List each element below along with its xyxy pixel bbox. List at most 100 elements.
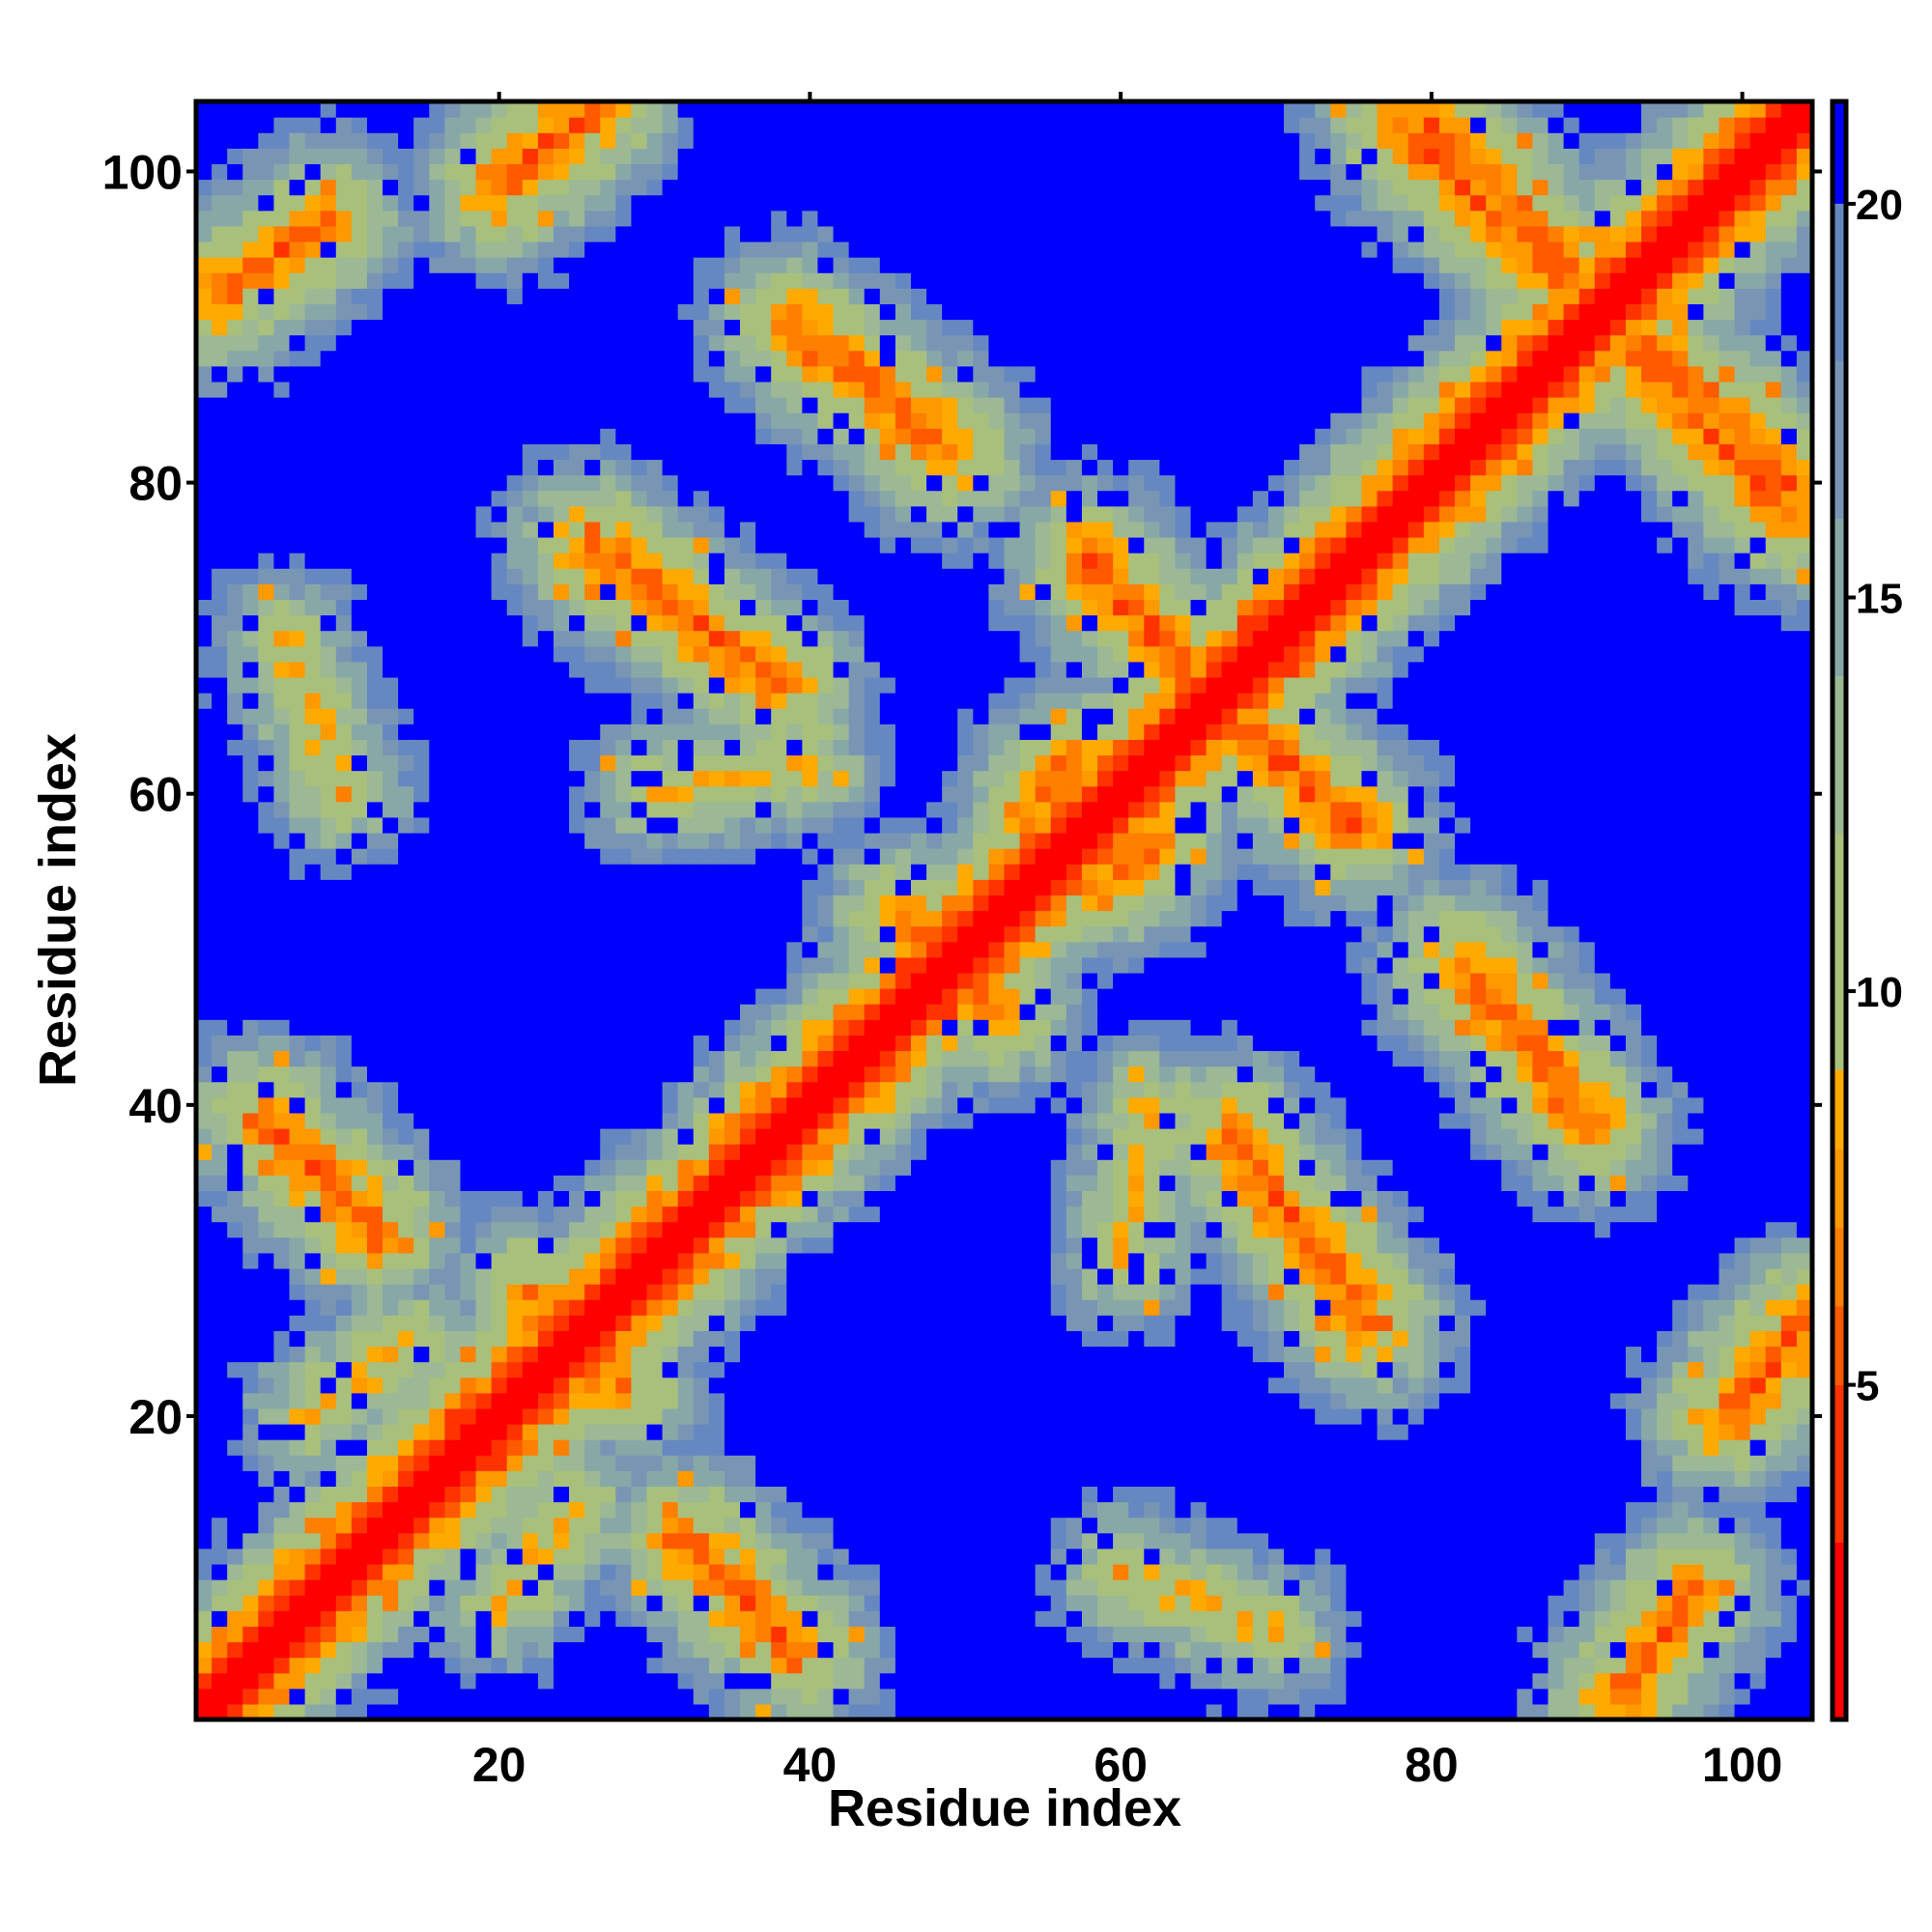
heatmap-cell <box>910 536 927 554</box>
heatmap-cell <box>212 1703 228 1720</box>
heatmap-cell <box>708 583 725 600</box>
heatmap-cell <box>537 801 554 818</box>
heatmap-cell <box>755 1236 772 1254</box>
heatmap-cell <box>258 1610 275 1627</box>
heatmap-cell <box>537 754 554 772</box>
heatmap-cell <box>895 1065 912 1083</box>
heatmap-cell <box>926 1392 943 1409</box>
heatmap-cell <box>895 536 912 554</box>
heatmap-cell <box>584 1035 601 1052</box>
heatmap-cell <box>491 1267 508 1285</box>
heatmap-cell <box>646 1672 664 1690</box>
heatmap-cell <box>910 1455 927 1471</box>
heatmap-cell <box>662 630 679 647</box>
heatmap-cell <box>771 785 787 803</box>
heatmap-cell <box>553 210 570 227</box>
heatmap-cell <box>506 1330 524 1348</box>
heatmap-cell <box>398 1439 414 1456</box>
heatmap-cell <box>335 785 353 803</box>
heatmap-cell <box>413 895 430 912</box>
heatmap-cell <box>258 599 275 616</box>
heatmap-cell <box>289 553 306 569</box>
heatmap-cell <box>335 1501 353 1519</box>
heatmap-cell <box>196 1236 213 1254</box>
heatmap-cell <box>848 1470 866 1488</box>
heatmap-cell <box>848 832 866 849</box>
heatmap-cell <box>460 972 477 989</box>
heatmap-cell <box>242 365 259 383</box>
heatmap-cell <box>615 210 633 227</box>
heatmap-cell <box>335 365 353 383</box>
heatmap-cell <box>864 693 881 709</box>
heatmap-cell <box>926 1065 943 1083</box>
heatmap-cell <box>366 1190 384 1208</box>
heatmap-cell <box>926 303 943 321</box>
heatmap-cell <box>662 148 679 165</box>
heatmap-cell <box>708 1190 725 1208</box>
heatmap-cell <box>537 288 554 304</box>
heatmap-cell <box>444 1392 462 1409</box>
heatmap-cell <box>366 505 384 523</box>
heatmap-cell <box>786 1501 803 1519</box>
heatmap-cell <box>569 1657 585 1674</box>
heatmap-cell <box>708 676 725 694</box>
heatmap-cell <box>429 1096 445 1114</box>
heatmap-cell <box>584 1144 601 1160</box>
heatmap-cell <box>600 614 616 632</box>
heatmap-cell <box>631 490 648 507</box>
heatmap-cell <box>351 1252 368 1269</box>
heatmap-cell <box>569 1470 585 1488</box>
heatmap-cell <box>910 132 927 149</box>
heatmap-cell <box>646 163 664 181</box>
heatmap-cell <box>491 1579 508 1596</box>
heatmap-cell <box>383 521 399 538</box>
heatmap-cell <box>600 988 616 1005</box>
heatmap-cell <box>910 381 927 398</box>
heatmap-cell <box>258 1096 275 1114</box>
heatmap-cell <box>398 848 414 865</box>
heatmap-cell <box>475 1548 493 1565</box>
heatmap-cell <box>506 785 524 803</box>
heatmap-cell <box>196 288 213 304</box>
heatmap-cell <box>755 988 772 1005</box>
heatmap-cell <box>351 1532 368 1549</box>
heatmap-cell <box>413 241 430 258</box>
heatmap-cell <box>786 1050 803 1067</box>
heatmap-cell <box>320 459 337 476</box>
heatmap-cell <box>926 179 943 196</box>
heatmap-cell <box>242 1035 259 1052</box>
heatmap-cell <box>413 1175 430 1192</box>
heatmap-cell <box>662 1703 679 1720</box>
heatmap-cell <box>460 1315 477 1331</box>
heatmap-cell <box>398 210 414 227</box>
heatmap-cell <box>926 645 943 663</box>
heatmap-cell <box>631 708 648 724</box>
heatmap-cell <box>879 1144 896 1160</box>
heatmap-cell <box>553 1065 570 1083</box>
heatmap-cell <box>460 630 477 647</box>
heatmap-cell <box>786 257 803 273</box>
heatmap-cell <box>708 148 725 165</box>
heatmap-cell <box>771 241 787 258</box>
heatmap-cell <box>413 1299 430 1316</box>
heatmap-cell <box>926 1081 943 1098</box>
heatmap-cell <box>693 1221 710 1238</box>
heatmap-cell <box>258 614 275 632</box>
heatmap-cell <box>537 848 554 865</box>
heatmap-cell <box>677 1346 695 1363</box>
heatmap-cell <box>304 536 322 554</box>
heatmap-cell <box>320 490 337 507</box>
heatmap-cell <box>537 1641 554 1659</box>
heatmap-cell <box>848 1532 866 1549</box>
heatmap-cell <box>600 972 616 989</box>
heatmap-cell <box>273 1455 291 1471</box>
heatmap-cell <box>600 1641 616 1659</box>
heatmap-cell <box>569 676 585 694</box>
heatmap-cell <box>491 754 508 772</box>
heatmap-cell <box>429 163 445 181</box>
heatmap-cell <box>802 1610 819 1627</box>
heatmap-cell <box>553 1517 570 1534</box>
heatmap-cell <box>242 1159 259 1176</box>
heatmap-cell <box>444 645 462 663</box>
heatmap-cell <box>537 1081 554 1098</box>
